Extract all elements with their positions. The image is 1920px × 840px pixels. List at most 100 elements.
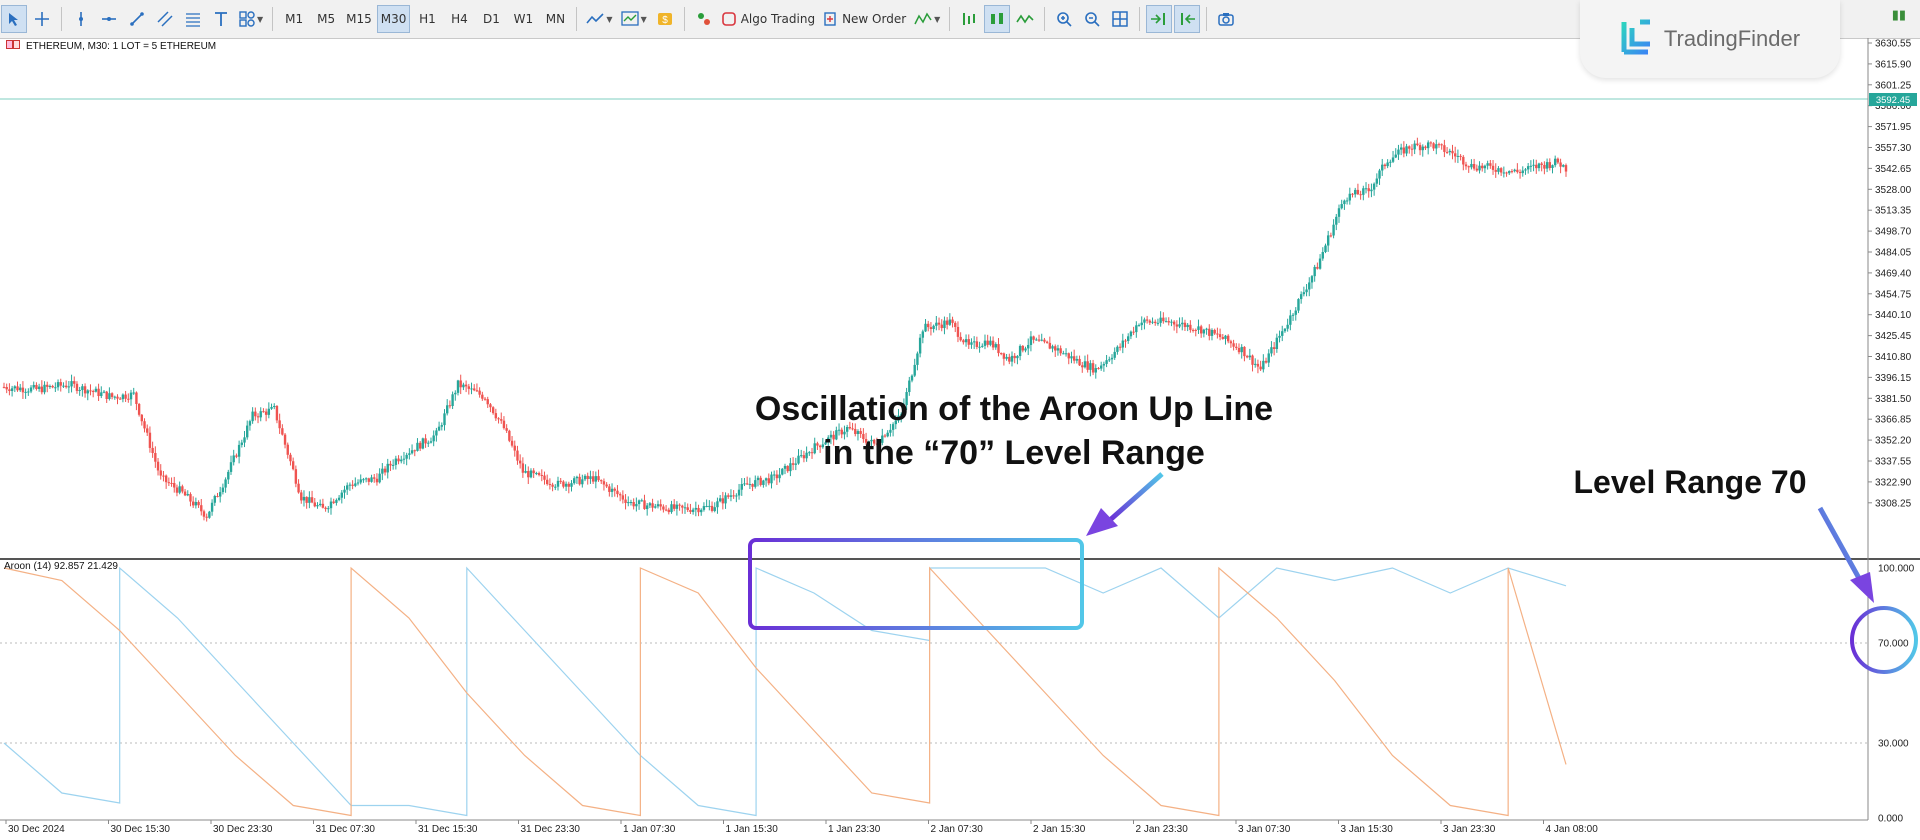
candle-body [945, 320, 949, 325]
candle-body [659, 504, 662, 507]
candle-body [618, 494, 622, 496]
candle-body [167, 482, 171, 484]
candle-body [691, 509, 695, 512]
candle-body [1535, 164, 1538, 169]
line-chart-button[interactable] [1012, 5, 1038, 33]
toolbar-separator [61, 7, 62, 31]
candle-body [1308, 282, 1311, 290]
timeframe-w1[interactable]: W1 [513, 12, 534, 26]
aroon-up-line [3, 566, 1567, 817]
horizontal-line-button[interactable] [96, 5, 122, 33]
candle-body [462, 384, 465, 388]
candle-body [1497, 168, 1500, 172]
candle-body [1362, 188, 1365, 195]
candle-body [70, 381, 73, 387]
candle-body [1494, 169, 1497, 172]
templates-button[interactable]: $ [652, 5, 678, 33]
candle-body [275, 405, 279, 421]
candle-body [1151, 321, 1154, 323]
depth-of-market-button[interactable] [956, 5, 982, 33]
candle-body [948, 319, 952, 325]
candle-body [664, 509, 668, 511]
candle-body [1245, 356, 1249, 358]
timeframe-h1[interactable]: H1 [419, 12, 436, 26]
candle-body [597, 476, 600, 481]
equidistant-channel-button[interactable] [152, 5, 178, 33]
tile-windows-button[interactable] [1107, 5, 1133, 33]
zoom-in-button[interactable] [1051, 5, 1077, 33]
candle-body [73, 381, 76, 384]
candle-body [932, 325, 935, 330]
candle-body [440, 425, 443, 427]
candle-body [1213, 329, 1216, 334]
candle-body [429, 441, 433, 443]
candle-body [589, 476, 592, 479]
timeframe-m15[interactable]: M15 [346, 12, 372, 26]
candle-body [183, 491, 187, 496]
candle-body [1132, 331, 1135, 333]
chart-shift-button[interactable] [1174, 5, 1201, 33]
symbol-info: ETHEREUM, M30: 1 LOT = 5 ETHEREUM [26, 40, 217, 52]
screenshot-button[interactable] [1213, 5, 1239, 33]
indicators-button[interactable]: ▼ [618, 5, 650, 33]
auto-scroll-button[interactable] [1146, 5, 1173, 33]
candle-body [110, 393, 114, 397]
depth-of-market-icon [961, 11, 977, 27]
candle-body [81, 386, 84, 391]
shapes-button[interactable]: ▼ [236, 5, 266, 33]
timeframe-m30[interactable]: M30 [376, 5, 411, 33]
candle-body [448, 405, 452, 407]
text-tool-button[interactable] [208, 5, 234, 33]
trendline-icon [129, 11, 145, 27]
candle-body [859, 431, 862, 434]
market-watch-button[interactable] [691, 5, 717, 33]
timeframe-d1[interactable]: D1 [482, 12, 500, 26]
signals-button[interactable]: ▼ [911, 5, 943, 33]
toolbar-separator [1044, 7, 1046, 31]
candle-body [840, 429, 843, 435]
cursor-tool-button[interactable] [1, 5, 27, 33]
timeframe-m5[interactable]: M5 [317, 12, 336, 26]
candle-body [970, 342, 973, 345]
candle-body [121, 394, 125, 400]
fibonacci-button[interactable] [180, 5, 206, 33]
timeframe-h4[interactable]: H4 [451, 12, 468, 26]
chart-type-button[interactable]: ▼ [583, 5, 615, 33]
candle-body [586, 475, 589, 479]
candle-body [1148, 320, 1152, 323]
candle-body [197, 502, 200, 506]
candle-body [900, 414, 903, 416]
timeframe-mn[interactable]: MN [545, 12, 566, 26]
trendline-button[interactable] [124, 5, 150, 33]
timeframe-m1[interactable]: M1 [285, 12, 304, 26]
candle-body [421, 438, 425, 449]
candle-body [1556, 158, 1560, 163]
candle-body [1167, 321, 1170, 323]
candle-body [789, 463, 792, 472]
candle-body [340, 492, 344, 498]
candle-body [237, 444, 241, 457]
candle-body [321, 503, 325, 508]
new-order-button[interactable]: New Order [820, 5, 909, 33]
candle-body [1199, 326, 1203, 334]
candle-body [1559, 162, 1562, 167]
algo-trading-icon [721, 12, 736, 26]
candle-body [545, 479, 549, 485]
algo-trading-button[interactable]: Algo Trading [719, 5, 818, 33]
candle-body [313, 502, 316, 507]
zoom-out-button[interactable] [1079, 5, 1105, 33]
vertical-line-button[interactable] [68, 5, 94, 33]
price-label: 3586.60 [1875, 101, 1912, 112]
candle-body [1221, 337, 1224, 339]
candle-body [1310, 276, 1314, 283]
candle-body [667, 509, 670, 513]
candle-body [89, 390, 92, 392]
crosshair-button[interactable] [29, 5, 55, 33]
candle-body [251, 411, 254, 422]
candle-body [332, 501, 335, 503]
shapes-icon [239, 11, 255, 27]
chart-area[interactable]: 3630.55 3615.90 3601.25 3586.60 3571.95 3557.… [0, 38, 1920, 840]
candlestick-chart-button[interactable] [984, 5, 1011, 33]
candle-body [829, 434, 833, 438]
candle-body [137, 403, 141, 415]
